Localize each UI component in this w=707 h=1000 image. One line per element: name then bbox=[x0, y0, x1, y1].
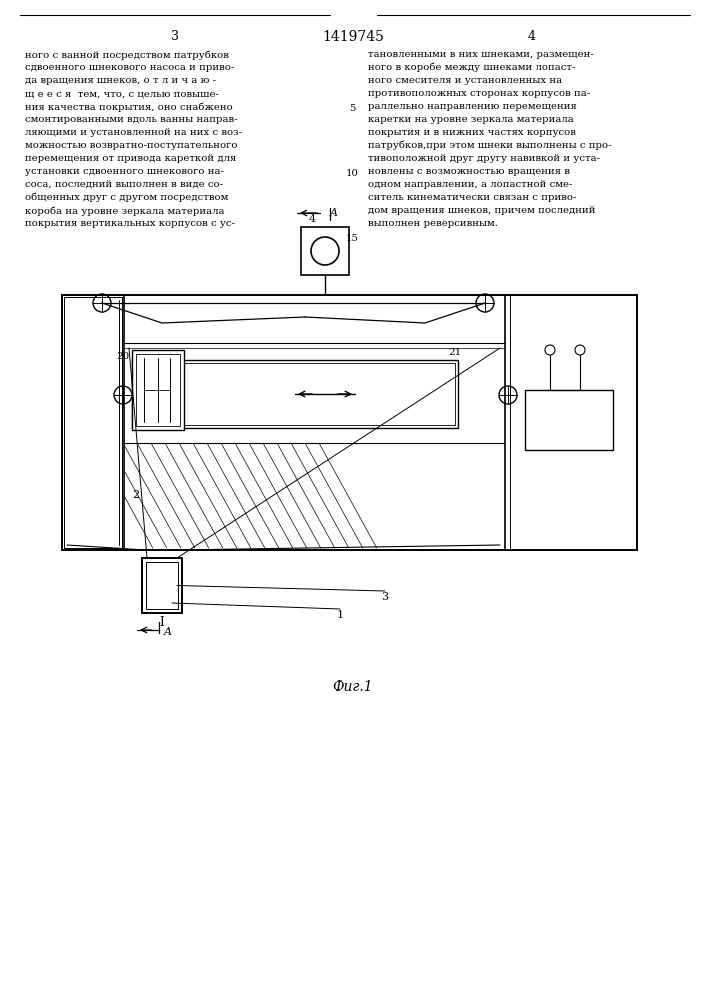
Circle shape bbox=[545, 345, 555, 355]
Text: сдвоенного шнекового насоса и приво-: сдвоенного шнекового насоса и приво- bbox=[25, 63, 234, 72]
Bar bbox=[525, 390, 613, 450]
Text: ситель кинематически связан с приво-: ситель кинематически связан с приво- bbox=[368, 193, 576, 202]
Text: 1: 1 bbox=[337, 610, 344, 620]
Text: одном направлении, а лопастной сме-: одном направлении, а лопастной сме- bbox=[368, 180, 573, 189]
Circle shape bbox=[575, 345, 585, 355]
Text: ного смесителя и установленных на: ного смесителя и установленных на bbox=[368, 76, 562, 85]
Text: смонтированными вдоль ванны направ-: смонтированными вдоль ванны направ- bbox=[25, 115, 238, 124]
Text: 21: 21 bbox=[448, 348, 461, 357]
Text: 1419745: 1419745 bbox=[322, 30, 384, 44]
Bar bbox=[142, 558, 182, 613]
Text: покрытия вертикальных корпусов с ус-: покрытия вертикальных корпусов с ус- bbox=[25, 219, 235, 228]
Text: можностью возвратно-поступательного: можностью возвратно-поступательного bbox=[25, 141, 238, 150]
Text: 3: 3 bbox=[382, 592, 389, 602]
Bar bbox=[135, 363, 455, 425]
Text: 5: 5 bbox=[349, 104, 355, 113]
Text: Фиг.1: Фиг.1 bbox=[333, 680, 373, 694]
Text: 15: 15 bbox=[346, 234, 358, 243]
Text: соса, последний выполнен в виде со-: соса, последний выполнен в виде со- bbox=[25, 180, 223, 189]
Text: тивоположной друг другу навивкой и уста-: тивоположной друг другу навивкой и уста- bbox=[368, 154, 600, 163]
Text: общенных друг с другом посредством: общенных друг с другом посредством bbox=[25, 193, 228, 202]
Bar bbox=[301, 227, 349, 275]
Text: 10: 10 bbox=[346, 169, 358, 178]
Text: выполнен реверсивным.: выполнен реверсивным. bbox=[368, 219, 498, 228]
Text: каретки на уровне зеркала материала: каретки на уровне зеркала материала bbox=[368, 115, 574, 124]
Bar bbox=[136, 354, 180, 426]
Text: короба на уровне зеркала материала: короба на уровне зеркала материала bbox=[25, 206, 225, 216]
Text: да вращения шнеков, о т л и ч а ю -: да вращения шнеков, о т л и ч а ю - bbox=[25, 76, 216, 85]
Text: ния качества покрытия, оно снабжено: ния качества покрытия, оно снабжено bbox=[25, 102, 233, 111]
Text: раллельно направлению перемещения: раллельно направлению перемещения bbox=[368, 102, 577, 111]
Bar bbox=[132, 360, 458, 428]
Text: 20: 20 bbox=[117, 352, 130, 361]
Bar bbox=[62, 295, 637, 550]
Bar bbox=[146, 562, 178, 609]
Text: патрубков,при этом шнеки выполнены с про-: патрубков,при этом шнеки выполнены с про… bbox=[368, 141, 612, 150]
Text: тановленными в них шнеками, размещен-: тановленными в них шнеками, размещен- bbox=[368, 50, 594, 59]
Text: щ е е с я  тем, что, с целью повыше-: щ е е с я тем, что, с целью повыше- bbox=[25, 89, 219, 98]
Text: A: A bbox=[330, 208, 338, 218]
Text: 4: 4 bbox=[528, 30, 536, 43]
Text: ного с ванной посредством патрубков: ного с ванной посредством патрубков bbox=[25, 50, 229, 60]
Text: дом вращения шнеков, причем последний: дом вращения шнеков, причем последний bbox=[368, 206, 595, 215]
Text: новлены с возможностью вращения в: новлены с возможностью вращения в bbox=[368, 167, 570, 176]
Text: установки сдвоенного шнекового на-: установки сдвоенного шнекового на- bbox=[25, 167, 224, 176]
Text: 4: 4 bbox=[308, 214, 315, 224]
Text: ного в коробе между шнеками лопаст-: ного в коробе между шнеками лопаст- bbox=[368, 63, 575, 73]
Text: ляющими и установленной на них с воз-: ляющими и установленной на них с воз- bbox=[25, 128, 242, 137]
Text: перемещения от привода кареткой для: перемещения от привода кареткой для bbox=[25, 154, 236, 163]
Text: покрытия и в нижних частях корпусов: покрытия и в нижних частях корпусов bbox=[368, 128, 576, 137]
Text: I: I bbox=[160, 616, 164, 629]
Bar bbox=[132, 350, 184, 430]
Text: противоположных сторонах корпусов па-: противоположных сторонах корпусов па- bbox=[368, 89, 590, 98]
Bar bbox=[64, 297, 122, 548]
Text: 3: 3 bbox=[171, 30, 179, 43]
Text: A: A bbox=[164, 627, 172, 637]
Text: 2: 2 bbox=[132, 490, 139, 500]
